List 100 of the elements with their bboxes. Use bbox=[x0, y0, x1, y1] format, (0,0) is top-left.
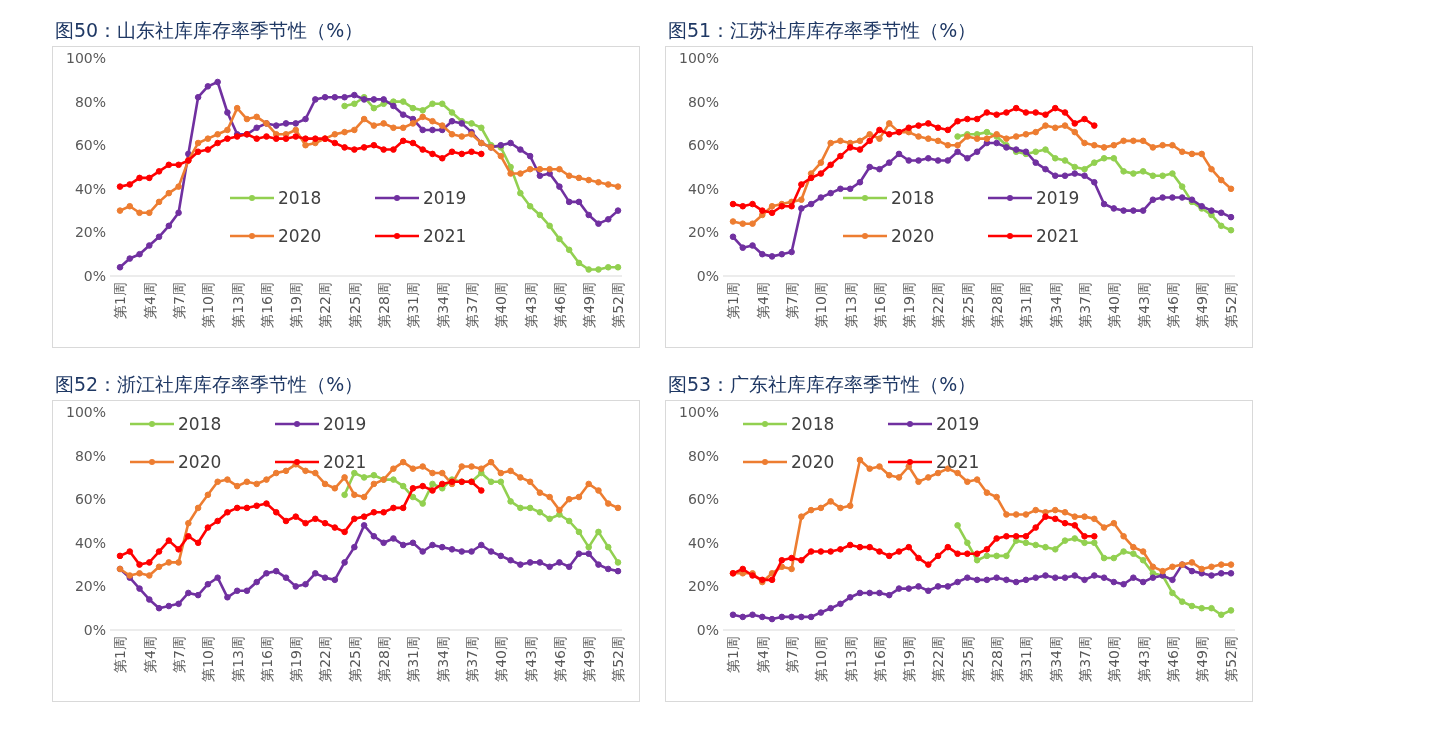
y-tick-label: 0% bbox=[83, 621, 106, 638]
y-tick-label: 20% bbox=[74, 578, 106, 595]
x-tick-label: 第13周 bbox=[229, 636, 246, 682]
x-tick-label: 第25周 bbox=[346, 636, 363, 682]
x-tick-label: 第43周 bbox=[1135, 282, 1152, 328]
x-tick-label: 第43周 bbox=[1135, 636, 1152, 682]
y-tick-label: 20% bbox=[687, 578, 719, 595]
x-tick-label: 第43周 bbox=[522, 636, 539, 682]
x-tick-label: 第13周 bbox=[229, 282, 246, 328]
x-tick-label: 第10周 bbox=[200, 282, 217, 328]
x-tick-label: 第25周 bbox=[959, 636, 976, 682]
y-tick-label: 60% bbox=[687, 137, 719, 154]
x-tick-label: 第49周 bbox=[1194, 636, 1211, 682]
x-tick-label: 第52周 bbox=[1223, 636, 1240, 682]
legend-label: 2019 bbox=[1036, 187, 1080, 208]
y-tick-label: 40% bbox=[74, 534, 106, 551]
x-tick-label: 第22周 bbox=[930, 636, 947, 682]
x-tick-label: 第7周 bbox=[170, 636, 187, 673]
x-tick-label: 第19周 bbox=[288, 636, 305, 682]
x-tick-label: 第52周 bbox=[610, 282, 627, 328]
x-tick-label: 第22周 bbox=[317, 282, 334, 328]
x-tick-label: 第46周 bbox=[551, 282, 568, 328]
y-tick-label: 60% bbox=[74, 137, 106, 154]
x-tick-label: 第31周 bbox=[405, 636, 422, 682]
x-tick-label: 第13周 bbox=[842, 636, 859, 682]
y-tick-label: 60% bbox=[74, 491, 106, 508]
x-tick-label: 第31周 bbox=[1018, 636, 1035, 682]
x-tick-label: 第1周 bbox=[725, 636, 742, 673]
y-tick-label: 80% bbox=[687, 447, 719, 464]
y-tick-label: 0% bbox=[696, 621, 719, 638]
x-tick-label: 第40周 bbox=[493, 282, 510, 328]
x-tick-label: 第7周 bbox=[783, 282, 800, 319]
x-tick-label: 第40周 bbox=[1106, 282, 1123, 328]
x-tick-label: 第28周 bbox=[376, 636, 393, 682]
legend-label: 2018 bbox=[278, 187, 322, 208]
x-tick-label: 第13周 bbox=[842, 282, 859, 328]
legend-label: 2019 bbox=[423, 187, 467, 208]
x-tick-label: 第34周 bbox=[1047, 636, 1064, 682]
x-tick-label: 第25周 bbox=[959, 282, 976, 328]
x-tick-label: 第7周 bbox=[170, 282, 187, 319]
x-tick-label: 第10周 bbox=[813, 636, 830, 682]
x-tick-label: 第46周 bbox=[551, 636, 568, 682]
y-tick-label: 40% bbox=[74, 180, 106, 197]
x-tick-label: 第46周 bbox=[1164, 636, 1181, 682]
y-tick-label: 80% bbox=[687, 93, 719, 110]
chart-title: 图53：广东社库库存率季节性（%） bbox=[668, 372, 977, 397]
x-tick-label: 第31周 bbox=[1018, 282, 1035, 328]
x-tick-label: 第52周 bbox=[610, 636, 627, 682]
x-tick-label: 第46周 bbox=[1164, 282, 1181, 328]
legend-label: 2021 bbox=[323, 451, 367, 472]
x-tick-label: 第31周 bbox=[405, 282, 422, 328]
chart-title: 图50：山东社库库存率季节性（%） bbox=[55, 18, 364, 43]
x-tick-label: 第10周 bbox=[813, 282, 830, 328]
x-tick-label: 第37周 bbox=[463, 282, 480, 328]
x-tick-label: 第49周 bbox=[581, 282, 598, 328]
x-tick-label: 第40周 bbox=[1106, 636, 1123, 682]
x-tick-label: 第1周 bbox=[112, 282, 129, 319]
x-tick-label: 第1周 bbox=[112, 636, 129, 673]
legend-label: 2021 bbox=[423, 225, 467, 246]
x-tick-label: 第34周 bbox=[434, 636, 451, 682]
legend-label: 2020 bbox=[178, 451, 222, 472]
x-tick-label: 第19周 bbox=[901, 282, 918, 328]
x-tick-label: 第4周 bbox=[754, 636, 771, 673]
legend-label: 2020 bbox=[891, 225, 935, 246]
x-tick-label: 第52周 bbox=[1223, 282, 1240, 328]
x-tick-label: 第16周 bbox=[871, 282, 888, 328]
x-tick-label: 第34周 bbox=[434, 282, 451, 328]
legend-label: 2018 bbox=[178, 413, 222, 434]
x-tick-label: 第16周 bbox=[871, 636, 888, 682]
legend-label: 2018 bbox=[791, 413, 835, 434]
y-tick-label: 0% bbox=[696, 267, 719, 284]
y-tick-label: 60% bbox=[687, 491, 719, 508]
x-tick-label: 第1周 bbox=[725, 282, 742, 319]
legend-label: 2019 bbox=[936, 413, 980, 434]
x-tick-label: 第28周 bbox=[989, 636, 1006, 682]
x-tick-label: 第4周 bbox=[141, 636, 158, 673]
chart-title: 图51：江苏社库库存率季节性（%） bbox=[668, 18, 977, 43]
x-tick-label: 第10周 bbox=[200, 636, 217, 682]
legend-label: 2018 bbox=[891, 187, 935, 208]
x-tick-label: 第19周 bbox=[288, 282, 305, 328]
x-tick-label: 第19周 bbox=[901, 636, 918, 682]
x-tick-label: 第28周 bbox=[989, 282, 1006, 328]
y-tick-label: 40% bbox=[687, 180, 719, 197]
x-tick-label: 第49周 bbox=[581, 636, 598, 682]
x-tick-label: 第37周 bbox=[1076, 636, 1093, 682]
y-tick-label: 0% bbox=[83, 267, 106, 284]
x-tick-label: 第34周 bbox=[1047, 282, 1064, 328]
x-tick-label: 第7周 bbox=[783, 636, 800, 673]
legend-label: 2021 bbox=[936, 451, 980, 472]
y-tick-label: 100% bbox=[678, 49, 719, 66]
x-tick-label: 第22周 bbox=[317, 636, 334, 682]
legend-label: 2019 bbox=[323, 413, 367, 434]
x-tick-label: 第28周 bbox=[376, 282, 393, 328]
x-tick-label: 第16周 bbox=[258, 636, 275, 682]
x-tick-label: 第16周 bbox=[258, 282, 275, 328]
x-tick-label: 第4周 bbox=[141, 282, 158, 319]
x-tick-label: 第4周 bbox=[754, 282, 771, 319]
x-tick-label: 第22周 bbox=[930, 282, 947, 328]
y-tick-label: 80% bbox=[74, 447, 106, 464]
chart-title: 图52：浙江社库库存率季节性（%） bbox=[55, 372, 364, 397]
